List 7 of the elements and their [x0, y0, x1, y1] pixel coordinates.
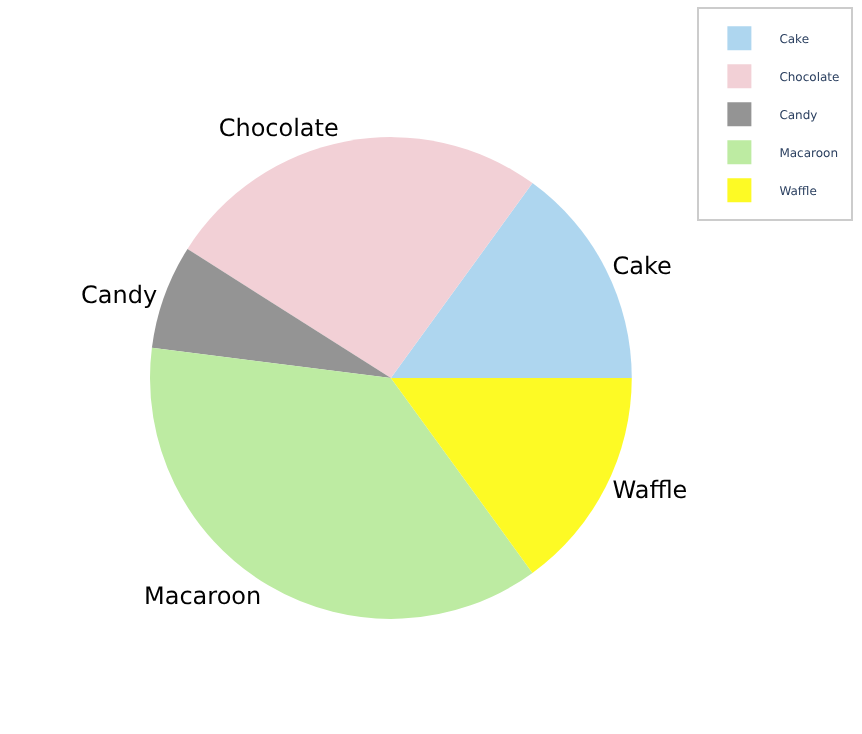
- slice-label: Macaroon: [144, 581, 262, 610]
- slice-label: Cake: [612, 251, 672, 280]
- pie-slice: [150, 347, 533, 619]
- pie-slice: [187, 137, 533, 378]
- slice-label: Candy: [81, 280, 158, 309]
- slice-label: Waffle: [612, 476, 688, 505]
- slice-label: Chocolate: [218, 113, 339, 142]
